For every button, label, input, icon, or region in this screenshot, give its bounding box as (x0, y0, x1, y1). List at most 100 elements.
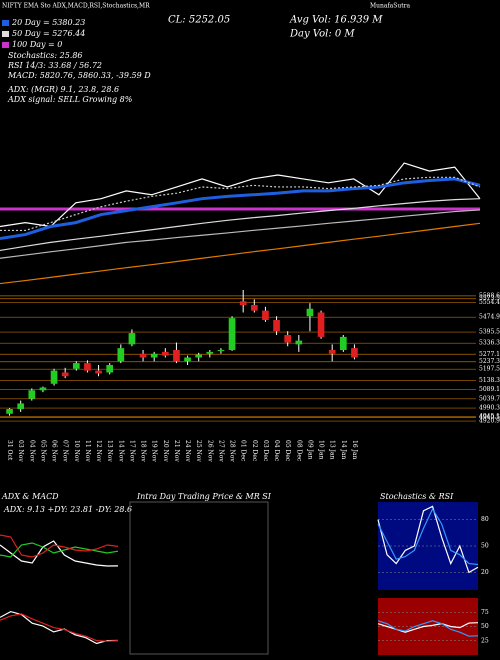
candle-body (262, 310, 269, 320)
y-tick-label: 4990.31 (479, 405, 500, 412)
panel-title: Intra Day Trading Price & MR SI (136, 492, 272, 501)
x-tick-label: 13 Nov (106, 440, 113, 462)
x-tick-label: 14 Nov (117, 440, 124, 462)
candle-body (339, 336, 347, 350)
top-right-title: MunafaSutra (370, 3, 411, 10)
sma20: 20 Day = 5380.23 (11, 18, 85, 27)
candle-body (39, 387, 47, 391)
candle-body (72, 363, 80, 369)
x-tick-label: 20 Nov (162, 440, 169, 462)
x-tick-label: 28 Nov (229, 440, 236, 462)
candle-body (217, 350, 225, 351)
swatch (2, 31, 9, 37)
day-volume: Day Vol: 0 M (289, 29, 355, 40)
x-tick-label: 12 Nov (95, 440, 102, 462)
series-line (0, 534, 119, 558)
candle-body (117, 348, 125, 362)
candle-body (6, 409, 13, 414)
candle-body (84, 363, 91, 371)
y-tick-label: 80 (481, 516, 489, 523)
macd-text: MACD: 5820.76, 5860.33, -39.59 D (7, 71, 151, 80)
x-tick-label: 27 Nov (217, 440, 224, 462)
close-price: CL: 5252.05 (168, 15, 230, 26)
x-tick-label: 01 Dec (240, 440, 247, 462)
y-tick-label: 5039.73 (479, 395, 500, 402)
y-tick-label: 5395.58 (479, 329, 500, 336)
adx-signal: ADX signal: SELL Growing 8% (7, 95, 133, 104)
y-tick-label: 5336.37 (479, 340, 500, 347)
x-tick-label: 03 Dec (262, 440, 269, 462)
series-line (0, 613, 119, 642)
rsi-text: RSI 14/3: 33.68 / 56.72 (7, 61, 102, 70)
candle-body (61, 372, 69, 377)
y-tick-label: 4945.1 (479, 413, 500, 420)
candle-body (228, 318, 236, 350)
candle-body (184, 357, 191, 362)
series-line (0, 222, 481, 285)
y-tick-label: 5554.4 (479, 299, 500, 306)
y-tick-label: 5138.34 (479, 377, 500, 384)
x-tick-label: 11 Nov (84, 440, 91, 462)
candle-body (139, 353, 147, 358)
adx-text: ADX: (MGR) 9.1, 23.8, 28.6 (7, 85, 119, 94)
candle-body (351, 348, 358, 358)
series-line (0, 198, 481, 252)
candle-body (250, 305, 258, 311)
series-line (0, 610, 119, 645)
stoch-text: Stochastics: 25.86 (8, 51, 83, 60)
x-tick-label: 08 Dec (295, 440, 302, 462)
series-line (377, 507, 479, 566)
candle-body (95, 370, 102, 374)
x-tick-label: 31 Oct (6, 440, 13, 461)
x-tick-label: 24 Nov (184, 440, 191, 462)
sma100: 100 Day = 0 (12, 40, 62, 49)
series-line (0, 176, 481, 232)
candle-body (28, 390, 36, 399)
series-line (0, 209, 481, 259)
x-tick-label: 19 Nov (151, 440, 158, 462)
series-line (377, 620, 479, 637)
x-tick-label: 21 Nov (173, 440, 180, 462)
x-tick-label: 16 Jan (351, 440, 358, 460)
x-tick-label: 18 Nov (140, 440, 147, 462)
x-tick-label: 26 Nov (206, 440, 213, 462)
y-tick-label: 50 (481, 543, 489, 550)
swatch (2, 42, 9, 48)
x-tick-label: 05 Nov (39, 440, 46, 462)
candle-body (150, 353, 158, 358)
y-tick-label: 5588.6 (479, 292, 500, 299)
intraday-box (129, 501, 269, 655)
series-line (0, 177, 481, 240)
candle-body (284, 335, 292, 343)
y-tick-label: 5573.51 (479, 295, 500, 302)
series-line (0, 162, 481, 228)
swatch (2, 20, 9, 26)
y-tick-label: 5089.13 (479, 386, 500, 393)
panel-title: Stochastics & RSI (380, 492, 454, 501)
candle-body (317, 312, 325, 337)
x-tick-label: 06 Nov (51, 440, 58, 462)
candle-body (17, 403, 25, 410)
candle-body (195, 354, 203, 358)
x-tick-label: 14 Jan (340, 440, 347, 460)
y-tick-label: 20 (481, 569, 489, 576)
y-tick-label: 5474.99 (479, 314, 500, 321)
candle-body (173, 350, 180, 362)
y-tick-label: 5197.55 (479, 366, 500, 373)
series-line (0, 540, 119, 567)
x-tick-label: 09 Jan (306, 440, 313, 460)
y-tick-label: 50 (481, 623, 489, 630)
x-tick-label: 25 Nov (195, 440, 202, 462)
y-tick-label: 5277.16 (479, 351, 500, 358)
x-tick-label: 04 Dec (273, 440, 280, 462)
x-tick-label: 03 Nov (17, 440, 24, 462)
candle-body (206, 351, 214, 354)
x-tick-label: 07 Nov (62, 440, 69, 462)
x-tick-label: 04 Nov (28, 440, 35, 462)
candle-body (50, 370, 58, 384)
candle-body (306, 308, 314, 317)
x-tick-label: 10 Nov (73, 440, 80, 462)
panel-title: ADX & MACD (1, 492, 59, 501)
candle-body (239, 301, 247, 305)
